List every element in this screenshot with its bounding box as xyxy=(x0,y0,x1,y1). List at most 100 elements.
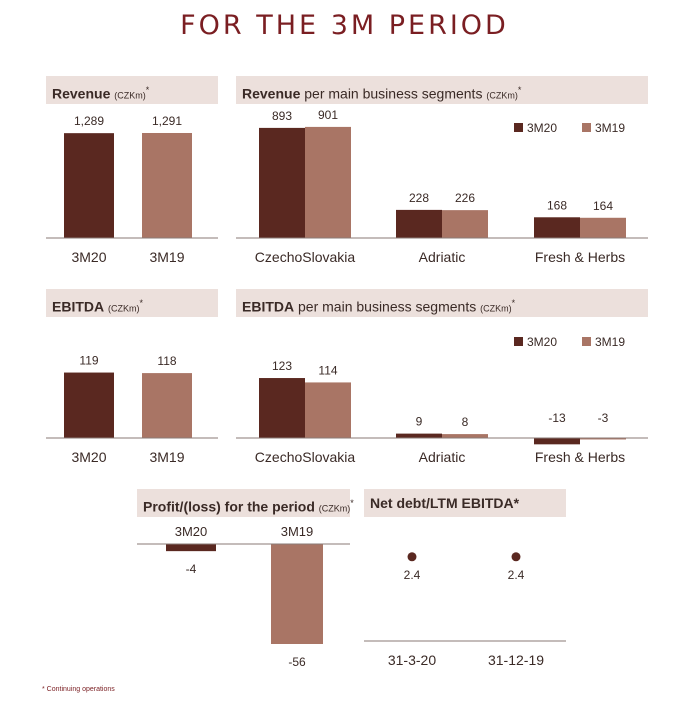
profit-title: Profit/(loss) for the period xyxy=(143,498,315,515)
profit-chart: 3M20 -4 3M19 -56 xyxy=(137,524,350,669)
revenue-segments-chart: 893 901 CzechoSlovakia 228 226 Adriatic 168 164… xyxy=(236,108,648,265)
bar-3M20 xyxy=(166,544,216,552)
bar-3M20-CzechoSlovakia xyxy=(259,127,305,238)
ebitda-chart: 119 3M20 118 3M19 xyxy=(46,354,218,465)
legend-label-3M19: 3M19 xyxy=(595,121,625,135)
tick-label-31-3-20: 31-3-20 xyxy=(388,652,436,668)
bar-3M20-Fresh & Herbs xyxy=(534,438,580,445)
data-label-3M20-CzechoSlovakia: 893 xyxy=(272,109,292,123)
bar-3M19 xyxy=(142,132,192,238)
ebitda-segments-chart: 123 114 CzechoSlovakia 9 8 Adriatic -13 -3 Fresh… xyxy=(236,335,648,465)
profit-unit: (CZKm) xyxy=(318,503,351,514)
tick-label-CzechoSlovakia: CzechoSlovakia xyxy=(255,449,356,465)
bar-3M20-Adriatic xyxy=(396,433,442,438)
bar-3M20 xyxy=(64,133,114,238)
legend-label-3M20: 3M20 xyxy=(527,335,557,349)
revenue-segments-title-rest: per main business segments xyxy=(304,85,483,102)
ebitda-segments-star: * xyxy=(511,298,516,308)
revenue-unit: (CZKm) xyxy=(114,90,146,101)
point-31-12-19 xyxy=(511,552,521,562)
data-label-3M20: -4 xyxy=(186,562,197,576)
data-label-3M20: 1,289 xyxy=(74,114,104,128)
data-label-3M19: 118 xyxy=(157,354,176,368)
bar-3M19 xyxy=(271,544,323,644)
bar-3M19-Adriatic xyxy=(442,210,488,238)
legend-swatch-3M20 xyxy=(514,337,523,346)
bar-3M19-Adriatic xyxy=(442,434,488,438)
tick-label-Fresh & Herbs: Fresh & Herbs xyxy=(535,249,625,265)
profit-panel: Profit/(loss) for the period (CZKm)* xyxy=(137,489,354,519)
bar-3M19 xyxy=(142,373,192,438)
tick-label-31-12-19: 31-12-19 xyxy=(488,652,544,668)
tick-label-3M20: 3M20 xyxy=(175,524,208,539)
data-label-3M20-CzechoSlovakia: 123 xyxy=(272,359,292,373)
revenue-segments-panel: Revenue per main business segments (CZKm… xyxy=(236,76,648,276)
revenue-segments-header: Revenue per main business segments (CZKm… xyxy=(236,76,648,104)
data-label-3M20-Fresh & Herbs: -13 xyxy=(548,411,566,425)
ebitda-segments-unit: (CZKm) xyxy=(480,303,512,314)
netdebt-title: Net debt/LTM EBITDA* xyxy=(370,495,520,511)
data-label-3M19-Adriatic: 8 xyxy=(462,415,469,429)
legend-label-3M20: 3M20 xyxy=(527,121,557,135)
data-label-3M20: 119 xyxy=(79,354,98,368)
legend-swatch-3M19 xyxy=(582,123,591,132)
tick-label-Adriatic: Adriatic xyxy=(419,449,466,465)
tick-label-3M19: 3M19 xyxy=(149,249,184,265)
bar-3M19-Fresh & Herbs xyxy=(580,438,626,440)
data-label-3M20-Adriatic: 9 xyxy=(416,415,423,429)
netdebt-panel: Net debt/LTM EBITDA* xyxy=(364,489,566,519)
bar-3M19-CzechoSlovakia xyxy=(305,126,351,238)
data-label-3M19-Fresh & Herbs: -3 xyxy=(598,411,609,425)
page-title: FOR THE 3M PERIOD xyxy=(180,10,509,41)
bar-3M20-Adriatic xyxy=(396,209,442,238)
bar-3M20 xyxy=(64,372,114,438)
data-label-3M19-CzechoSlovakia: 901 xyxy=(318,108,338,122)
profit-star: * xyxy=(350,498,354,508)
tick-label-CzechoSlovakia: CzechoSlovakia xyxy=(255,249,356,265)
revenue-segments-title: Revenue xyxy=(242,85,301,102)
ebitda-title: EBITDA xyxy=(52,298,105,315)
bar-3M19-CzechoSlovakia xyxy=(305,382,351,438)
data-label-3M19-Adriatic: 226 xyxy=(455,191,475,205)
tick-label-3M19: 3M19 xyxy=(149,449,184,465)
profit-header: Profit/(loss) for the period (CZKm)* xyxy=(137,489,354,517)
tick-label-3M20: 3M20 xyxy=(71,449,106,465)
ebitda-segments-title-rest: per main business segments xyxy=(298,298,477,315)
revenue-segments-unit: (CZKm) xyxy=(486,90,518,101)
revenue-star: * xyxy=(145,85,150,95)
revenue-segments-star: * xyxy=(517,85,522,95)
legend-label-3M19: 3M19 xyxy=(595,335,625,349)
revenue-header: Revenue (CZKm)* xyxy=(46,76,218,104)
data-label-31-12-19: 2.4 xyxy=(508,568,525,582)
tick-label-3M19: 3M19 xyxy=(281,524,314,539)
footnote: * Continuing operations xyxy=(42,686,115,693)
data-label-3M19-Fresh & Herbs: 164 xyxy=(593,199,613,213)
ebitda-unit: (CZKm) xyxy=(108,303,140,314)
bar-3M19-Fresh & Herbs xyxy=(580,217,626,238)
data-label-3M20-Fresh & Herbs: 168 xyxy=(547,198,567,212)
point-31-3-20 xyxy=(407,552,417,562)
ebitda-segments-header: EBITDA per main business segments (CZKm)… xyxy=(236,289,648,317)
tick-label-Fresh & Herbs: Fresh & Herbs xyxy=(535,449,625,465)
revenue-panel: Revenue (CZKm)* xyxy=(46,76,218,276)
ebitda-segments-panel: EBITDA per main business segments (CZKm)… xyxy=(236,289,648,489)
data-label-3M19-CzechoSlovakia: 114 xyxy=(318,363,337,377)
ebitda-panel: EBITDA (CZKm)* xyxy=(46,289,218,489)
tick-label-3M20: 3M20 xyxy=(71,249,106,265)
tick-label-Adriatic: Adriatic xyxy=(419,249,466,265)
ebitda-star: * xyxy=(139,298,144,308)
ebitda-header: EBITDA (CZKm)* xyxy=(46,289,218,317)
legend-swatch-3M20 xyxy=(514,123,523,132)
bar-3M20-CzechoSlovakia xyxy=(259,378,305,438)
bar-3M20-Fresh & Herbs xyxy=(534,217,580,238)
data-label-3M19: 1,291 xyxy=(152,114,182,128)
ebitda-segments-title: EBITDA xyxy=(242,298,295,315)
netdebt-chart: 2.4 31-3-20 2.4 31-12-19 xyxy=(364,552,566,668)
legend-swatch-3M19 xyxy=(582,337,591,346)
data-label-31-3-20: 2.4 xyxy=(404,568,421,582)
data-label-3M19: -56 xyxy=(288,655,306,669)
netdebt-header: Net debt/LTM EBITDA* xyxy=(364,489,566,517)
revenue-chart: 1,289 3M20 1,291 3M19 xyxy=(46,114,218,265)
revenue-title: Revenue xyxy=(52,85,111,102)
data-label-3M20-Adriatic: 228 xyxy=(409,191,429,205)
